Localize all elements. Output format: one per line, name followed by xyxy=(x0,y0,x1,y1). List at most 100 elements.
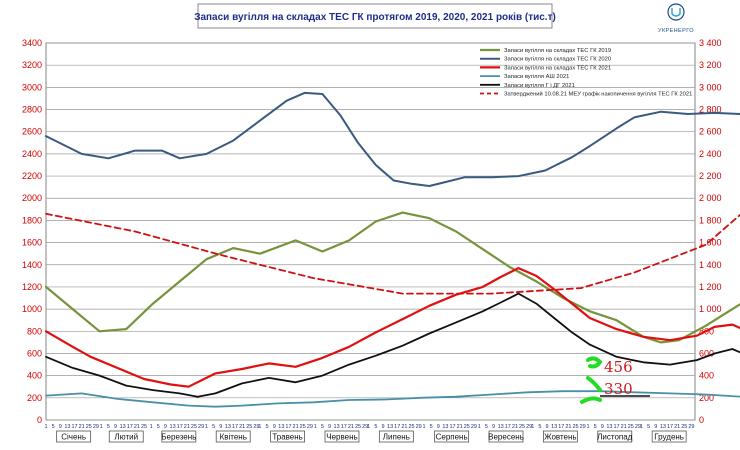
month-box-8 xyxy=(488,430,524,443)
y-tick-left-1800: 1800 xyxy=(22,215,42,225)
day-tick-2-9: 9 xyxy=(164,424,167,430)
day-tick-7-29: 29 xyxy=(471,424,477,430)
y-tick-right-600: 600 xyxy=(699,348,714,358)
month-label-7: Серпень xyxy=(436,433,468,442)
day-tick-4-13: 13 xyxy=(278,424,284,430)
month-label-3: Квітень xyxy=(220,433,247,442)
day-tick-3-21: 21 xyxy=(239,424,245,430)
logo-text: УКРЕНЕРГО xyxy=(658,28,694,34)
legend-label-5: Затверджений 10.08.21 МЕУ графік накопич… xyxy=(504,91,692,98)
green-mark-top xyxy=(586,356,603,369)
day-tick-9-9: 9 xyxy=(545,424,548,430)
day-tick-0-25: 25 xyxy=(86,424,92,430)
day-tick-0-1: 1 xyxy=(44,424,47,430)
month-box-9 xyxy=(542,430,578,443)
day-tick-3-9: 9 xyxy=(219,424,222,430)
y-tick-right-1000: 1 000 xyxy=(699,304,722,314)
day-tick-8-5: 5 xyxy=(485,424,488,430)
day-tick-3-1: 1 xyxy=(205,424,208,430)
day-tick-3-5: 5 xyxy=(212,424,215,430)
y-tick-right-1400: 1 400 xyxy=(699,260,722,270)
month-box-6 xyxy=(378,430,414,443)
day-tick-9-29: 29 xyxy=(580,424,586,430)
legend-label-3: Запаси вугілля АШ 2021 xyxy=(504,74,569,80)
day-tick-5-21: 21 xyxy=(348,424,354,430)
day-tick-0-13: 13 xyxy=(64,424,70,430)
month-label-6: Липень xyxy=(383,433,410,442)
y-tick-right-1200: 1 200 xyxy=(699,282,722,292)
day-tick-11-5: 5 xyxy=(647,424,650,430)
day-tick-5-17: 17 xyxy=(341,424,347,430)
day-tick-5-9: 9 xyxy=(328,424,331,430)
series-line-5 xyxy=(45,212,740,295)
y-tick-right-2000: 2 000 xyxy=(699,193,722,203)
day-tick-6-29: 29 xyxy=(416,424,422,430)
y-tick-left-1000: 1000 xyxy=(22,304,42,314)
day-tick-8-25: 25 xyxy=(519,424,525,430)
day-tick-8-17: 17 xyxy=(505,424,511,430)
y-tick-right-0: 0 xyxy=(699,415,704,425)
legend-label-4: Запаси вугілля Г і ДГ 2021 xyxy=(504,83,575,89)
series-line-0 xyxy=(44,211,740,344)
y-tick-right-3000: 3 000 xyxy=(699,82,722,92)
month-label-11: Грудень xyxy=(654,433,684,442)
day-tick-2-13: 13 xyxy=(170,424,176,430)
day-tick-1-17: 17 xyxy=(127,424,133,430)
day-tick-11-9: 9 xyxy=(654,424,657,430)
series-line-3 xyxy=(45,390,740,408)
day-tick-5-5: 5 xyxy=(321,424,324,430)
day-tick-8-1: 1 xyxy=(478,424,481,430)
ukrenergo-logo: УКРЕНЕРГО xyxy=(658,3,694,34)
day-tick-6-25: 25 xyxy=(408,424,414,430)
green-mark-middle xyxy=(586,376,602,392)
series-line-2 xyxy=(44,267,740,388)
y-tick-left-3400: 3400 xyxy=(22,38,42,48)
title-box xyxy=(197,3,553,29)
y-tick-right-3400: 3 400 xyxy=(699,38,722,48)
handwritten-marks: 456 330 xyxy=(580,356,650,404)
month-label-8: Вересень xyxy=(488,433,524,442)
day-tick-10-5: 5 xyxy=(594,424,597,430)
day-tick-6-13: 13 xyxy=(387,424,393,430)
month-box-7 xyxy=(434,430,470,443)
day-tick-8-21: 21 xyxy=(512,424,518,430)
day-tick-4-25: 25 xyxy=(300,424,306,430)
day-tick-4-17: 17 xyxy=(285,424,291,430)
y-tick-right-2200: 2 200 xyxy=(699,171,722,181)
day-tick-4-5: 5 xyxy=(266,424,269,430)
day-tick-5-29: 29 xyxy=(362,424,368,430)
annotation-330: 330 xyxy=(604,380,633,398)
day-tick-11-13: 13 xyxy=(660,424,666,430)
month-box-2 xyxy=(161,430,197,443)
day-tick-11-17: 17 xyxy=(667,424,673,430)
day-tick-9-25: 25 xyxy=(572,424,578,430)
day-tick-5-13: 13 xyxy=(334,424,340,430)
chart-title: Запаси вугілля на складах ТЕС ГК протяго… xyxy=(194,12,556,23)
day-tick-1-21: 21 xyxy=(134,424,140,430)
day-tick-11-25: 25 xyxy=(681,424,687,430)
day-tick-1-25: 25 xyxy=(141,424,147,430)
day-tick-3-13: 13 xyxy=(225,424,231,430)
y-tick-left-200: 200 xyxy=(27,393,42,403)
y-tick-left-1200: 1200 xyxy=(22,282,42,292)
day-tick-11-21: 21 xyxy=(674,424,680,430)
day-tick-8-9: 9 xyxy=(492,424,495,430)
day-tick-1-5: 5 xyxy=(107,424,110,430)
day-tick-5-1: 1 xyxy=(314,424,317,430)
day-tick-0-21: 21 xyxy=(79,424,85,430)
y-tick-left-3000: 3000 xyxy=(22,82,42,92)
month-label-5: Червень xyxy=(326,433,357,442)
day-tick-10-21: 21 xyxy=(621,424,627,430)
y-tick-left-0: 0 xyxy=(37,415,42,425)
day-tick-9-5: 5 xyxy=(538,424,541,430)
day-tick-6-1: 1 xyxy=(367,424,370,430)
annotation-456: 456 xyxy=(604,358,633,376)
y-tick-left-1400: 1400 xyxy=(22,260,42,270)
month-box-5 xyxy=(324,430,360,443)
day-tick-7-5: 5 xyxy=(430,424,433,430)
y-tick-left-800: 800 xyxy=(27,326,42,336)
grid xyxy=(45,42,696,421)
day-tick-6-5: 5 xyxy=(374,424,377,430)
